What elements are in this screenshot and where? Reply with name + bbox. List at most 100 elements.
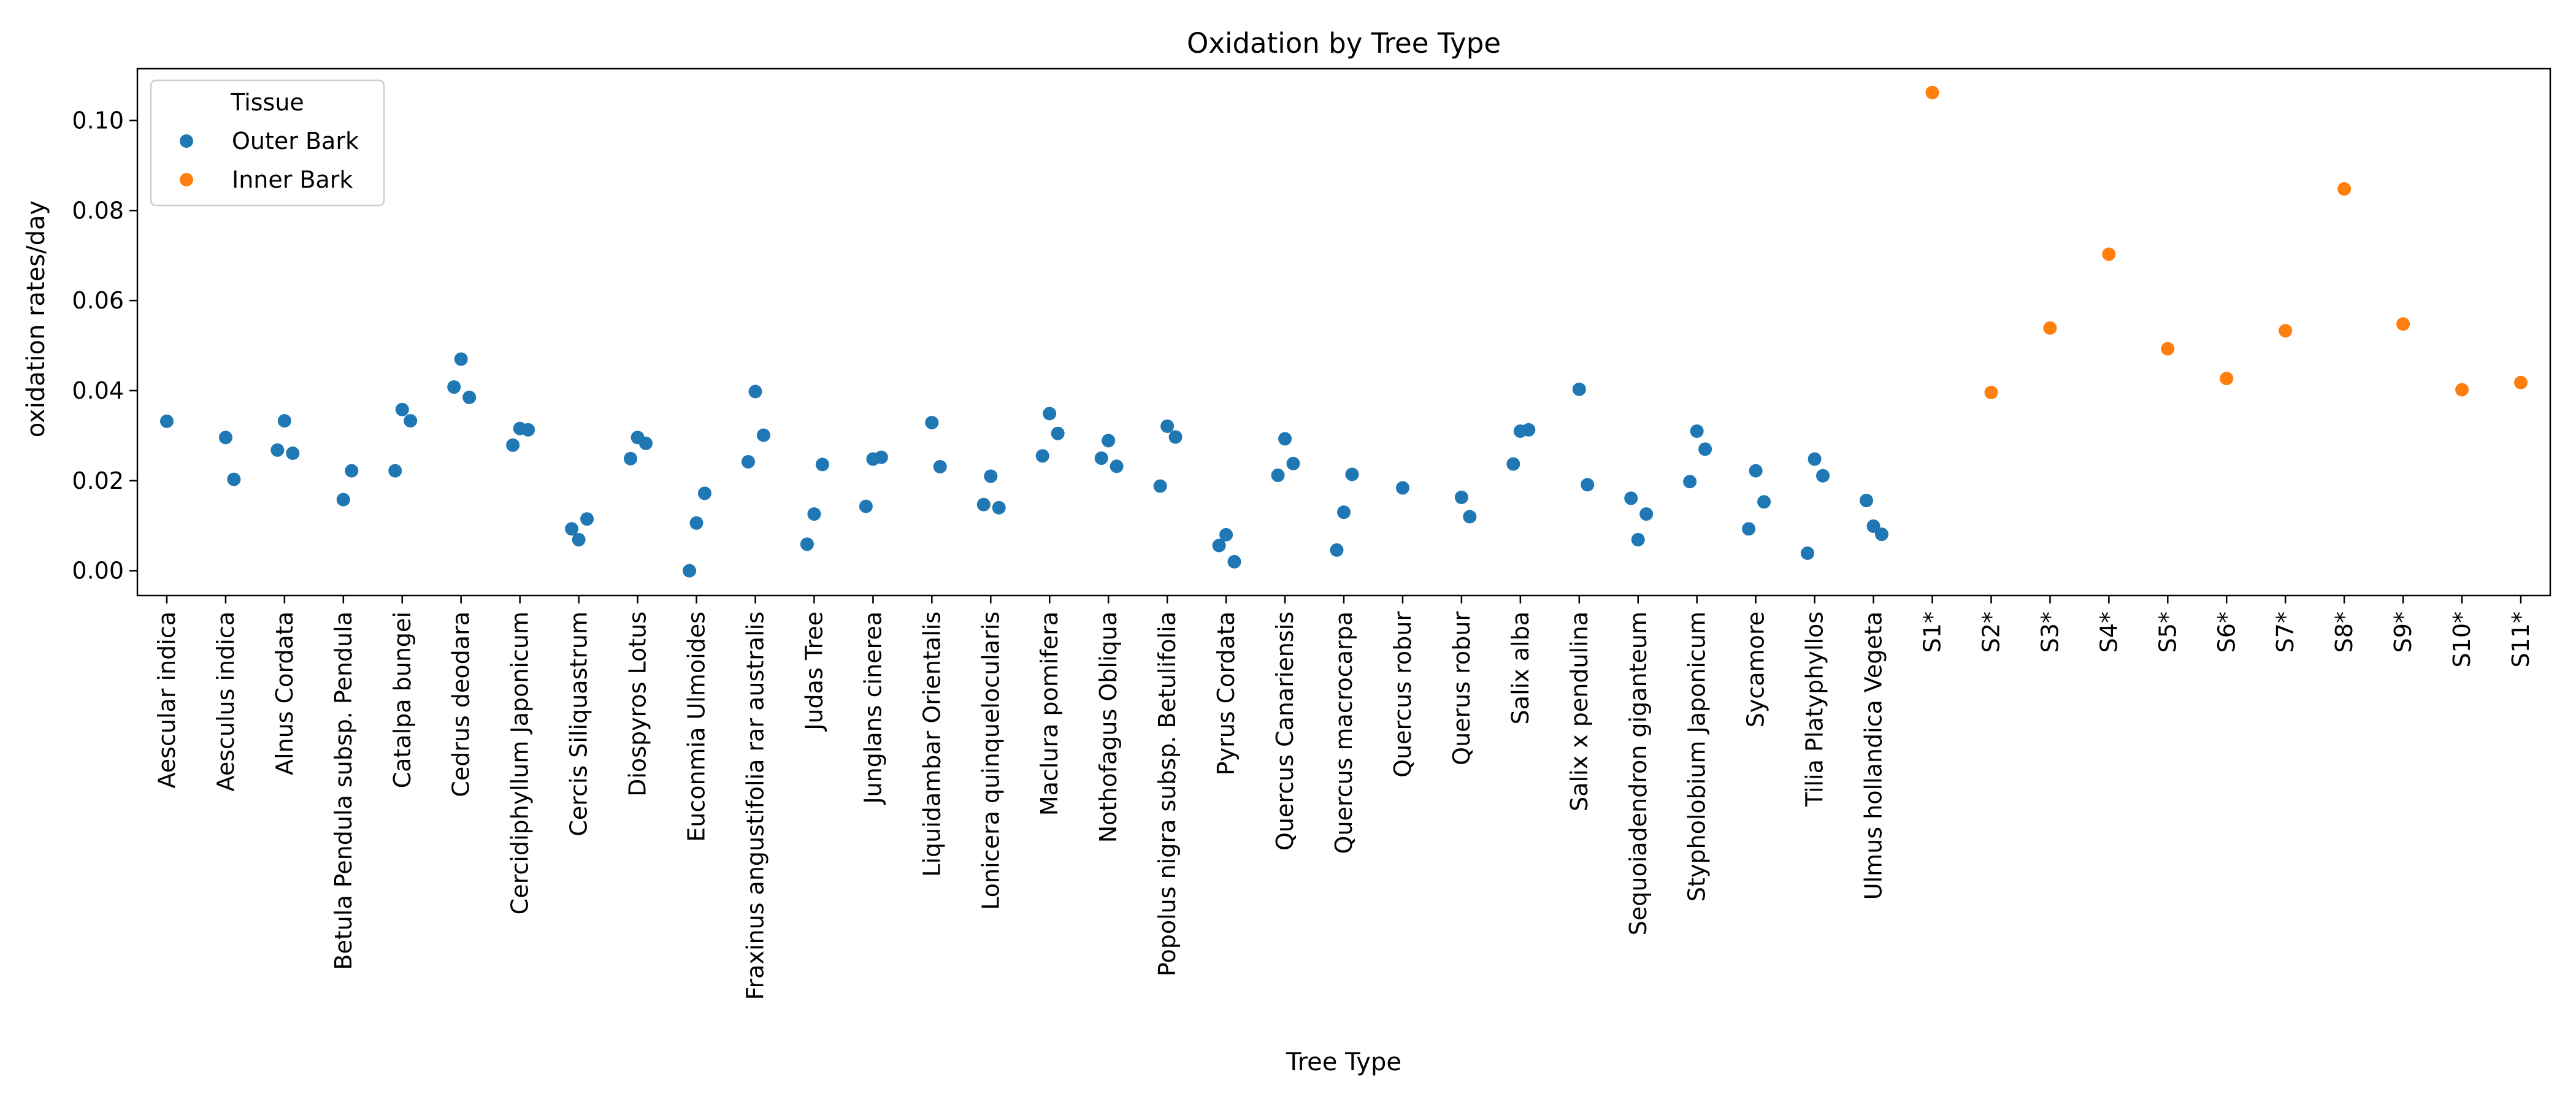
x-tick-label-s7: S7* (2272, 611, 2299, 653)
data-point-outer-bark (1506, 457, 1520, 471)
data-point-outer-bark (227, 472, 241, 486)
legend: Tissue Outer Bark Inner Bark (150, 79, 385, 207)
x-tick-label-salix-x-pendulina: Salix x pendulina (1566, 611, 1593, 811)
y-axis-label: oxidation rates/day (22, 201, 50, 437)
data-point-outer-bark (697, 486, 711, 500)
data-point-outer-bark (1168, 430, 1183, 444)
data-point-outer-bark (1212, 538, 1226, 553)
data-point-outer-bark (1690, 424, 1704, 439)
data-point-inner-bark (1925, 85, 1939, 99)
data-point-outer-bark (748, 385, 762, 399)
x-tick-label-cercidiphyllum-japonicum: Cercidiphyllum Japonicum (507, 611, 534, 914)
data-point-outer-bark (454, 352, 468, 366)
data-point-outer-bark (1395, 481, 1409, 495)
data-point-outer-bark (624, 451, 638, 465)
data-point-outer-bark (815, 458, 829, 472)
x-tick-label-aescular-indica: Aescular indica (153, 611, 180, 789)
data-point-outer-bark (689, 516, 703, 530)
x-tick-label-liquidambar-orientalis: Liquidambar Orientalis (918, 611, 945, 877)
data-point-outer-bark (447, 380, 461, 394)
x-tick-label-s3: S3* (2036, 611, 2063, 653)
x-tick-label-cedrus-deodara: Cedrus deodara (448, 611, 475, 797)
data-point-outer-bark (1454, 490, 1468, 504)
data-point-outer-bark (1866, 519, 1880, 533)
data-point-outer-bark (1160, 419, 1175, 433)
x-tick-label-s5: S5* (2154, 611, 2181, 653)
data-point-outer-bark (218, 431, 232, 445)
plot-frame (136, 67, 2551, 597)
data-point-outer-bark (462, 390, 477, 404)
x-tick-label-s6: S6* (2213, 611, 2240, 653)
x-tick-label-s8: S8* (2331, 611, 2358, 653)
x-tick-label-quercus-macrocarpa: Quercus macrocarpa (1330, 611, 1357, 854)
data-point-outer-bark (345, 464, 359, 478)
x-axis-label: Tree Type (1286, 1048, 1401, 1076)
data-point-outer-bark (1742, 522, 1756, 536)
data-point-outer-bark (741, 454, 755, 469)
x-tick-label-s9: S9* (2390, 611, 2417, 653)
data-point-outer-bark (859, 499, 873, 513)
data-point-inner-bark (2396, 317, 2410, 331)
data-point-inner-bark (2220, 372, 2234, 386)
data-point-inner-bark (1984, 385, 1998, 399)
data-point-outer-bark (933, 460, 947, 474)
x-tick-label-s11: S11* (2507, 611, 2534, 667)
data-point-outer-bark (1572, 382, 1586, 396)
x-tick-label-catalpa-bungei: Catalpa bungei (389, 611, 416, 788)
x-tick-label-ulmus-hollandica-vegeta: Ulmus hollandica Vegeta (1860, 611, 1887, 900)
x-tick-label-popolus-nigra-subsp-betulifolia: Popolus nigra subsp. Betulifolia (1154, 611, 1181, 976)
data-point-outer-bark (683, 564, 697, 578)
data-point-outer-bark (286, 446, 300, 460)
x-tick-label-betula-pendula-subsp-pendula: Betula Pendula subsp. Pendula (330, 611, 357, 970)
data-point-inner-bark (2455, 383, 2469, 397)
data-point-inner-bark (2337, 182, 2352, 196)
data-point-outer-bark (1286, 456, 1300, 470)
y-tick-label: 0.04 (72, 377, 124, 404)
x-tick-label-diospyros-lotus: Diospyros Lotus (624, 611, 651, 797)
x-tick-label-junglans-cinerea: Junglans cinerea (859, 611, 886, 805)
data-point-outer-bark (1683, 475, 1697, 489)
x-tick-label-s4: S4* (2095, 611, 2122, 653)
data-point-outer-bark (1581, 478, 1595, 492)
data-point-inner-bark (2161, 342, 2175, 356)
data-point-outer-bark (925, 416, 939, 430)
data-point-outer-bark (1522, 423, 1536, 437)
x-tick-label-judas-tree: Judas Tree (800, 611, 827, 732)
data-point-outer-bark (1035, 449, 1049, 463)
data-point-outer-bark (506, 438, 520, 452)
data-point-outer-bark (756, 428, 770, 442)
data-point-outer-bark (1639, 507, 1654, 521)
data-point-outer-bark (159, 414, 174, 428)
x-tick-label-quercus-canariensis: Quercus Canariensis (1271, 611, 1298, 851)
data-point-outer-bark (1463, 510, 1477, 524)
data-point-inner-bark (2102, 247, 2116, 261)
data-point-outer-bark (992, 500, 1006, 515)
x-tick-label-stypholobium-japonicum: Stypholobium Japonicum (1684, 611, 1711, 902)
x-tick-label-s10: S10* (2448, 611, 2475, 667)
data-point-outer-bark (521, 423, 535, 437)
data-point-outer-bark (1698, 442, 1712, 456)
data-point-inner-bark (2043, 321, 2057, 335)
data-point-outer-bark (1094, 451, 1108, 465)
data-point-outer-bark (1757, 495, 1771, 509)
x-tick-label-s1: S1* (1919, 611, 1946, 653)
data-point-outer-bark (1219, 527, 1233, 542)
x-tick-label-euconmia-ulmoides: Euconmia Ulmoides (683, 611, 710, 842)
data-point-outer-bark (336, 492, 350, 507)
x-tick-label-cercis-siliquastrum: Cercis Siliquastrum (565, 611, 592, 837)
data-point-outer-bark (807, 507, 821, 521)
x-tick-label-alnus-cordata: Alnus Cordata (271, 611, 298, 775)
data-point-outer-bark (1330, 543, 1344, 557)
data-point-outer-bark (1749, 464, 1763, 478)
x-tick-label-tilia-platyphyllos: Tilia Platyphyllos (1801, 611, 1828, 807)
data-point-outer-bark (1801, 546, 1815, 560)
x-tick-label-querus-robur: Querus robur (1448, 611, 1475, 765)
legend-label-outer-bark: Outer Bark (232, 128, 359, 155)
y-tick-label: 0.08 (72, 197, 124, 224)
x-tick-label-salix-alba: Salix alba (1507, 611, 1534, 724)
y-tick-label: 0.10 (72, 107, 124, 134)
data-point-outer-bark (874, 450, 888, 464)
x-tick-label-aesculus-indica: Aesculus indica (212, 611, 239, 792)
data-point-inner-bark (2514, 375, 2528, 389)
